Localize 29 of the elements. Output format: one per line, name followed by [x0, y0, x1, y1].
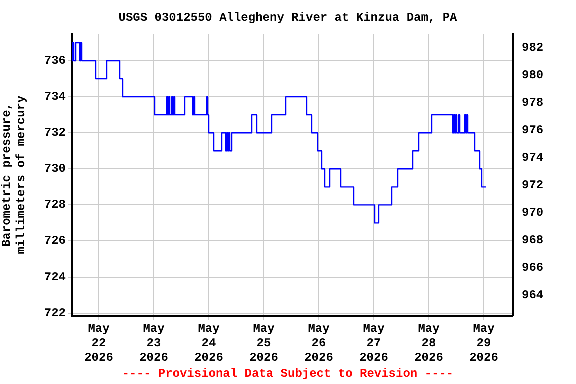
y-tick-label: 736 [44, 54, 66, 68]
x-tick-label: May 28 2026 [414, 322, 444, 366]
x-tick-label: May 29 2026 [470, 322, 498, 366]
x-tick-label: May 24 2026 [194, 322, 224, 366]
y2-tick-label: 970 [522, 206, 544, 220]
y-axis-title: Barometric pressure, millimeters of mercury [0, 96, 29, 254]
y-tick-label: 732 [44, 126, 66, 140]
x-tick-label: May 26 2026 [304, 322, 334, 366]
y-tick-label: 722 [44, 306, 66, 320]
y2-tick-label: 980 [522, 68, 544, 82]
y2-tick-label: 972 [522, 178, 544, 192]
x-tick-label: May 27 2026 [360, 322, 388, 366]
y-tick-label: 730 [44, 162, 66, 176]
y2-tick-label: 976 [522, 123, 544, 138]
x-tick-label: May 22 2026 [84, 322, 114, 366]
y-tick-label: 724 [44, 270, 66, 284]
y2-tick-label: 978 [522, 96, 544, 110]
y2-tick-label: 964 [522, 288, 544, 302]
x-tick-label: May 23 2026 [140, 322, 168, 366]
y2-tick-label: 974 [522, 150, 544, 165]
y-tick-label: 734 [44, 90, 66, 104]
x-tick-label: May 25 2026 [250, 322, 278, 366]
y-tick-label: 728 [44, 198, 66, 212]
y-tick-label: 726 [44, 234, 66, 248]
y2-tick-label: 982 [522, 40, 544, 55]
y2-tick-label: 968 [522, 233, 544, 248]
y2-tick-label: 966 [522, 260, 544, 275]
text: ---- Provisional Data Subject to Revision ---- [121, 367, 455, 381]
chart-title: USGS 03012550 Allegheny River at Kinzua Dam, PA [118, 11, 458, 25]
